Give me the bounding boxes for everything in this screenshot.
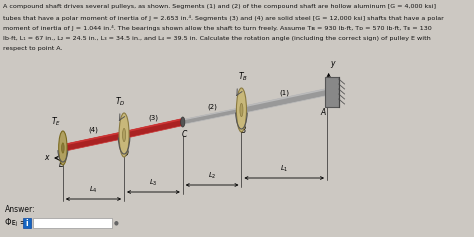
Text: D: D xyxy=(123,149,128,158)
Text: B: B xyxy=(240,126,246,135)
Polygon shape xyxy=(63,132,125,151)
Text: i: i xyxy=(26,219,28,228)
Text: y: y xyxy=(330,59,335,68)
Text: Φᴇⱼ =: Φᴇⱼ = xyxy=(5,218,27,227)
Text: moment of inertia of J = 1.044 in.⁴. The bearings shown allow the shaft to turn : moment of inertia of J = 1.044 in.⁴. The… xyxy=(3,25,432,31)
Ellipse shape xyxy=(181,117,185,127)
Polygon shape xyxy=(124,118,183,138)
FancyBboxPatch shape xyxy=(325,77,339,107)
Text: $L_4$: $L_4$ xyxy=(89,185,98,195)
Text: A compound shaft drives several pulleys, as shown. Segments (1) and (2) of the c: A compound shaft drives several pulleys,… xyxy=(3,4,437,9)
Ellipse shape xyxy=(123,128,126,141)
FancyBboxPatch shape xyxy=(33,218,112,228)
Text: (3): (3) xyxy=(148,114,158,121)
Text: $L_1$: $L_1$ xyxy=(280,164,289,174)
Text: x: x xyxy=(44,154,49,163)
Text: (4): (4) xyxy=(88,127,98,133)
Text: $T_B$: $T_B$ xyxy=(238,70,248,83)
Polygon shape xyxy=(241,89,328,114)
Text: respect to point A.: respect to point A. xyxy=(3,46,63,51)
Text: (2): (2) xyxy=(207,104,217,110)
Ellipse shape xyxy=(59,131,67,165)
Polygon shape xyxy=(241,89,327,108)
Polygon shape xyxy=(124,118,182,133)
Polygon shape xyxy=(182,108,242,124)
Text: tubes that have a polar moment of inertia of J = 2.653 in.⁴. Segments (3) and (4: tubes that have a polar moment of inerti… xyxy=(3,14,444,20)
Ellipse shape xyxy=(62,143,64,153)
Text: ●: ● xyxy=(114,220,119,225)
Text: lb·ft, L₁ = 67 in., L₂ = 24.5 in., L₃ = 34.5 in., and L₄ = 39.5 in. Calculate th: lb·ft, L₁ = 67 in., L₂ = 24.5 in., L₃ = … xyxy=(3,36,431,41)
FancyBboxPatch shape xyxy=(23,218,31,228)
Text: A: A xyxy=(320,108,325,117)
Ellipse shape xyxy=(237,88,246,132)
Text: Answer:: Answer: xyxy=(5,205,36,214)
Text: $L_2$: $L_2$ xyxy=(208,171,216,181)
Ellipse shape xyxy=(119,113,129,157)
Text: $L_3$: $L_3$ xyxy=(149,178,158,188)
Ellipse shape xyxy=(240,103,243,117)
Text: (1): (1) xyxy=(279,90,289,96)
Text: $T_D$: $T_D$ xyxy=(116,96,126,108)
Text: $T_E$: $T_E$ xyxy=(51,115,61,128)
Text: E: E xyxy=(59,160,64,169)
Polygon shape xyxy=(63,132,124,146)
Polygon shape xyxy=(182,108,241,121)
Text: C: C xyxy=(182,130,187,139)
